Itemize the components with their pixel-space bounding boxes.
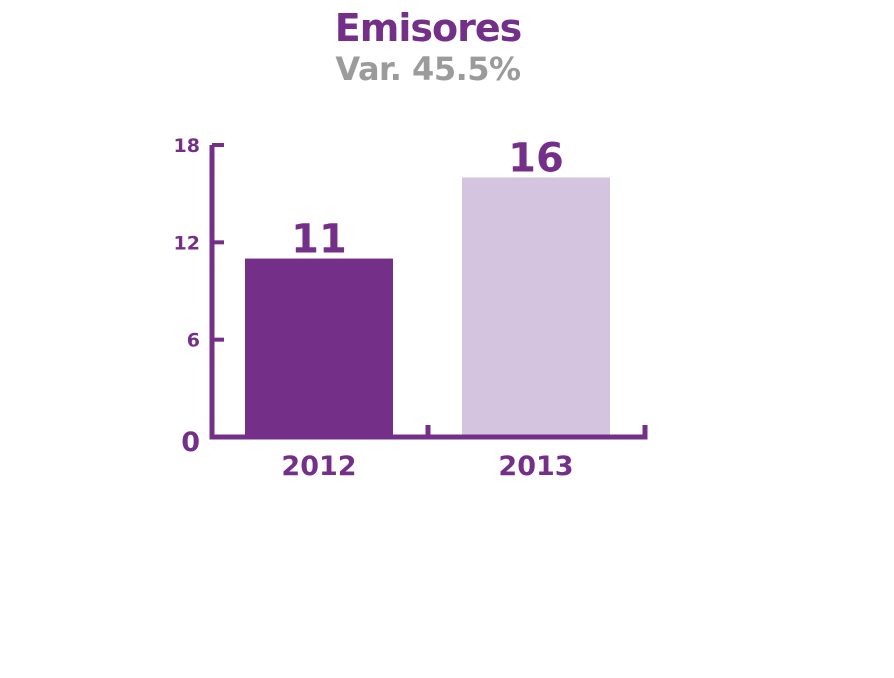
y-tick-label-6: 6 xyxy=(187,330,200,352)
y-tick-label-0: 0 xyxy=(181,427,200,458)
bar-2012 xyxy=(245,258,393,437)
x-tick-label-2012: 2012 xyxy=(281,451,356,482)
y-tick-label-18: 18 xyxy=(174,135,200,157)
x-tick-label-2013: 2013 xyxy=(498,451,573,482)
bar-2013 xyxy=(462,177,610,437)
chart-subtitle: Var. 45.5% xyxy=(335,50,521,88)
data-label-2013: 16 xyxy=(508,135,564,181)
y-tick-label-12: 12 xyxy=(174,232,200,254)
data-label-2012: 11 xyxy=(291,217,347,263)
chart-title: Emisores xyxy=(334,6,522,50)
